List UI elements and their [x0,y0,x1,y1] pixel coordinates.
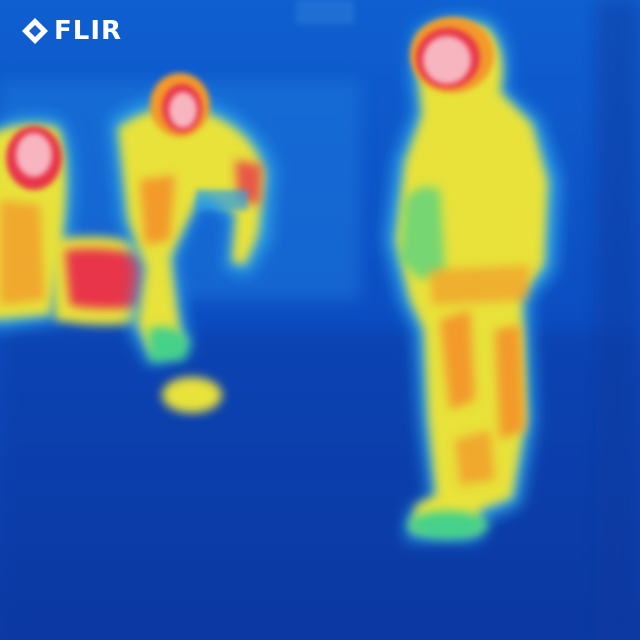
floor-shade [0,330,640,640]
wall-sign [296,0,354,24]
flir-logo: FLIR [20,16,122,46]
person-left-edge [0,116,74,329]
flir-diamond-icon [22,18,48,44]
wall-edge-right [596,0,640,640]
person-standing [385,15,560,540]
flir-logo-text: FLIR [54,16,123,46]
person-crouching [110,73,275,413]
